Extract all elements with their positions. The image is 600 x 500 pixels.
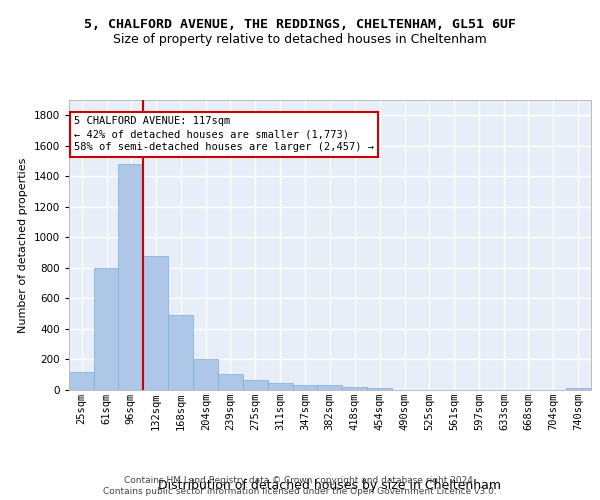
Bar xyxy=(143,256,169,390)
Text: Contains HM Land Registry data © Crown copyright and database right 2024.: Contains HM Land Registry data © Crown c… xyxy=(124,476,476,485)
X-axis label: Distribution of detached houses by size in Cheltenham: Distribution of detached houses by size … xyxy=(158,479,502,492)
Bar xyxy=(342,386,367,390)
Bar xyxy=(566,388,591,390)
Bar xyxy=(317,386,342,390)
Bar xyxy=(94,268,119,390)
Bar xyxy=(118,164,143,390)
Bar xyxy=(293,384,318,390)
Bar xyxy=(367,388,392,390)
Bar xyxy=(169,315,193,390)
Text: 5 CHALFORD AVENUE: 117sqm
← 42% of detached houses are smaller (1,773)
58% of se: 5 CHALFORD AVENUE: 117sqm ← 42% of detac… xyxy=(74,116,374,152)
Text: Contains public sector information licensed under the Open Government Licence v3: Contains public sector information licen… xyxy=(103,487,497,496)
Bar xyxy=(268,383,293,390)
Bar xyxy=(218,374,243,390)
Bar xyxy=(243,380,268,390)
Text: 5, CHALFORD AVENUE, THE REDDINGS, CHELTENHAM, GL51 6UF: 5, CHALFORD AVENUE, THE REDDINGS, CHELTE… xyxy=(84,18,516,30)
Bar xyxy=(193,358,218,390)
Y-axis label: Number of detached properties: Number of detached properties xyxy=(18,158,28,332)
Bar xyxy=(69,372,94,390)
Text: Size of property relative to detached houses in Cheltenham: Size of property relative to detached ho… xyxy=(113,32,487,46)
